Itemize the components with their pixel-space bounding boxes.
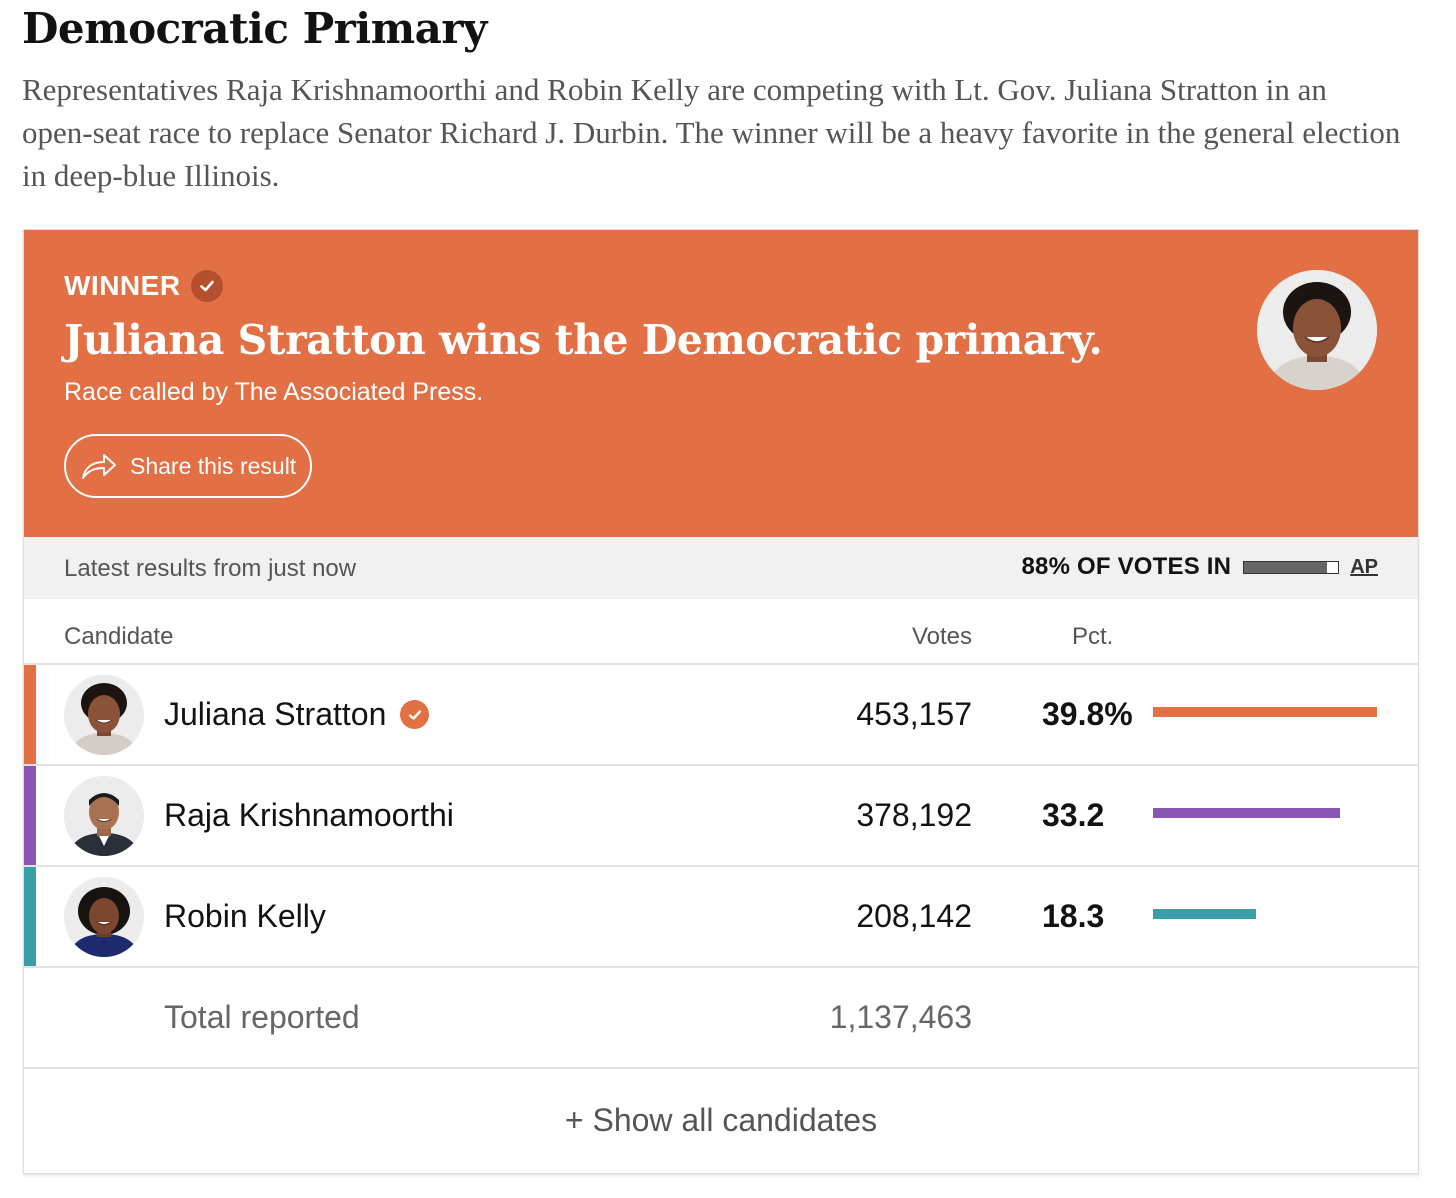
- page-title: Democratic Primary: [22, 4, 487, 53]
- candidate-votes: 208,142: [856, 898, 972, 934]
- candidate-pct: 18.3: [1042, 898, 1105, 934]
- checkmark-icon: [190, 270, 223, 302]
- candidate-pct-bar: [1153, 909, 1256, 919]
- candidate-votes: 378,192: [856, 797, 972, 833]
- ap-source-link[interactable]: AP: [1350, 555, 1378, 578]
- column-header-candidate[interactable]: Candidate: [64, 623, 174, 650]
- winner-headline: Juliana Stratton wins the Democratic pri…: [64, 316, 1103, 364]
- winner-avatar: [1257, 270, 1377, 390]
- latest-results-timestamp: Latest results from just now: [64, 555, 357, 582]
- candidate-pct-bar: [1153, 808, 1340, 818]
- show-all-candidates-button[interactable]: + Show all candidates: [564, 1102, 878, 1138]
- candidate-avatar: [64, 776, 144, 856]
- candidate-color-stripe: [24, 665, 36, 764]
- winner-banner: WINNER Juliana Stratton wins the Democra…: [24, 230, 1418, 537]
- candidate-name: Raja Krishnamoorthi: [164, 797, 454, 834]
- total-label: Total reported: [164, 999, 360, 1035]
- results-status-bar: Latest results from just now 88% OF VOTE…: [24, 537, 1418, 599]
- candidate-row: Juliana Stratton 453,157 39.8%: [24, 665, 1418, 766]
- results-table-body: Juliana Stratton 453,157 39.8%: [24, 665, 1418, 1069]
- total-row: Total reported 1,137,463: [24, 968, 1418, 1069]
- column-header-votes[interactable]: Votes: [911, 623, 972, 650]
- candidate-name-text: Raja Krishnamoorthi: [164, 797, 454, 833]
- votes-in-indicator: 88% OF VOTES IN AP: [1021, 553, 1378, 581]
- candidate-name: Juliana Stratton: [164, 696, 430, 733]
- column-header-pct[interactable]: Pct.: [1072, 623, 1114, 650]
- results-card: WINNER Juliana Stratton wins the Democra…: [23, 229, 1419, 1174]
- candidate-name-text: Juliana Stratton: [164, 696, 387, 732]
- candidate-pct: 39.8%: [1042, 696, 1133, 732]
- candidate-avatar: [64, 675, 144, 755]
- candidate-name-text: Robin Kelly: [164, 898, 326, 934]
- share-label: Share this result: [130, 452, 297, 479]
- votes-in-progress-fill: [1244, 561, 1327, 573]
- candidate-row: Raja Krishnamoorthi 378,192 33.2: [24, 766, 1418, 867]
- candidate-color-stripe: [24, 867, 36, 966]
- votes-in-label: 88% OF VOTES IN: [1021, 553, 1232, 580]
- candidate-pct: 33.2: [1042, 797, 1105, 833]
- candidate-avatar: [64, 877, 144, 957]
- total-votes: 1,137,463: [829, 999, 972, 1035]
- share-result-button[interactable]: Share this result: [64, 434, 312, 498]
- race-called-note: Race called by The Associated Press.: [64, 378, 484, 406]
- votes-in-progress-bar: [1243, 560, 1340, 574]
- winner-check-icon: [400, 700, 430, 729]
- candidate-name: Robin Kelly: [164, 898, 326, 935]
- race-description: Representatives Raja Krishnamoorthi and …: [22, 72, 1401, 193]
- results-table-header: Candidate Votes Pct.: [24, 599, 1418, 665]
- candidate-row: Robin Kelly 208,142 18.3: [24, 867, 1418, 968]
- candidate-pct-bar: [1153, 707, 1377, 717]
- winner-row: WINNER: [64, 270, 223, 302]
- share-arrow-icon: [82, 454, 116, 479]
- candidate-votes: 453,157: [856, 696, 972, 732]
- winner-label: WINNER: [64, 270, 181, 301]
- candidate-color-stripe: [24, 766, 36, 865]
